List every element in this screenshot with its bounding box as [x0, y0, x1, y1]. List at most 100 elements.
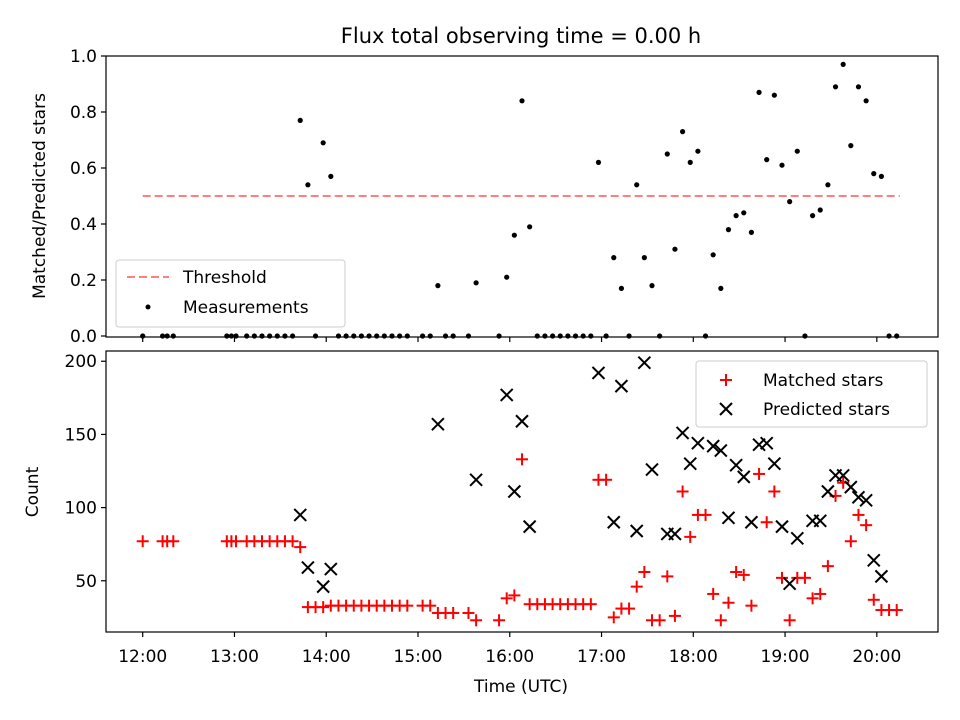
measurement-point [473, 280, 479, 286]
measurement-point [695, 148, 701, 154]
matched-star-point [722, 596, 735, 609]
matched-star-point [424, 599, 437, 612]
measurement-point [725, 227, 732, 233]
matched-star-point [462, 606, 475, 619]
matched-star-point [500, 592, 513, 605]
matched-star-point [607, 611, 620, 624]
measurement-point [855, 84, 862, 90]
predicted-star-point [324, 562, 338, 576]
x-tick-label: 15:00 [394, 647, 443, 667]
predicted-star-point [675, 426, 690, 440]
measurement-point [519, 98, 525, 104]
measurement-point [320, 140, 326, 146]
matched-star-point [806, 592, 819, 605]
predicted-star-point [316, 579, 330, 594]
measurement-point [419, 333, 426, 339]
measurement-point [825, 182, 831, 188]
measurement-point [427, 333, 433, 339]
x-tick-label: 14:00 [302, 647, 351, 667]
measurement-point [634, 182, 640, 188]
matched-star-point [814, 587, 827, 600]
measurement-point [710, 252, 716, 258]
bottom-y-ticks: 50 100 150 200 [65, 352, 106, 592]
measurement-point [641, 255, 647, 261]
measurement-point [886, 333, 892, 339]
matched-star-point [401, 599, 414, 612]
measurement-point [527, 224, 533, 230]
figure-title: Flux total observing time = 0.00 h [341, 24, 701, 48]
bottom-y-axis-label: Count [23, 466, 43, 517]
bottom-legend: Matched stars Predicted stars [695, 360, 928, 428]
matched-star-point [447, 606, 460, 619]
measurement-point [140, 333, 146, 339]
measurement-point [358, 333, 365, 339]
measurement-point [159, 333, 166, 339]
matched-star-point [890, 604, 903, 617]
measurement-point [649, 283, 655, 289]
matched-star-point [493, 614, 506, 627]
x-tick-label: 20:00 [852, 647, 901, 667]
predicted-star-point [767, 456, 782, 471]
measurement-point [787, 199, 793, 205]
top-panel: 0.0 0.2 0.4 0.6 0.8 1.0 Matched/Predicted sta… [30, 47, 939, 347]
top-legend: Threshold Measurements [115, 259, 346, 328]
matched-star-point [860, 519, 873, 532]
predicted-star-point [607, 515, 621, 529]
matched-star-point [844, 535, 857, 548]
predicted-star-point [821, 484, 835, 499]
bottom-panel: 50 100 150 200 12:00 13:00 14:00 15:00 16:00 17:… [23, 350, 939, 667]
bottom-y-tick-label: 200 [65, 352, 97, 372]
matched-star-point [630, 580, 643, 593]
measurement-point [741, 210, 747, 216]
x-tick-label: 19:00 [761, 647, 810, 667]
predicted-star-point [431, 417, 445, 431]
measurement-point [289, 333, 296, 339]
predicted-star-point [629, 524, 644, 538]
measurement-point [381, 333, 387, 339]
measurement-point [894, 333, 900, 339]
measurement-point [657, 333, 663, 339]
measurement-point [702, 333, 709, 339]
predicted-star-point [759, 436, 774, 450]
legend-measurements-swatch [145, 304, 151, 310]
measurement-point [328, 173, 334, 179]
matched-star-point [508, 589, 521, 602]
predicted-star-point [293, 508, 307, 522]
legend-matched-label: Matched stars [763, 371, 883, 391]
matched-star-point [136, 535, 149, 548]
predicted-star-point [683, 456, 697, 471]
measurement-point [840, 61, 846, 67]
measurement-point [511, 232, 517, 238]
top-y-tick-label: 0.0 [70, 327, 97, 347]
measurement-point [335, 333, 342, 339]
matched-star-point [737, 568, 750, 581]
matched-star-point [653, 614, 666, 627]
measurement-point [832, 84, 839, 90]
predicted-star-point [691, 436, 705, 450]
bottom-plot-area [136, 356, 903, 627]
matched-star-point [317, 601, 330, 614]
top-y-tick-label: 0.6 [70, 159, 97, 179]
top-y-tick-label: 0.2 [70, 271, 97, 291]
matched-star-point [230, 535, 242, 548]
measurement-point [224, 333, 230, 339]
legend-matched-swatch [720, 374, 732, 386]
measurement-point [748, 229, 755, 235]
bottom-y-tick-label: 150 [65, 425, 97, 445]
bottom-y-tick-label: 50 [75, 572, 97, 592]
measurement-point [267, 333, 273, 339]
bottom-y-tick-label: 100 [65, 499, 97, 519]
measurement-point [465, 333, 472, 339]
top-y-ticks: 0.0 0.2 0.4 0.6 0.8 1.0 [70, 47, 106, 347]
predicted-star-point [859, 493, 873, 507]
predicted-star-point [813, 514, 827, 528]
predicted-star-point [721, 511, 736, 525]
measurement-point [397, 333, 403, 339]
measurement-point [259, 333, 265, 339]
matched-star-point [470, 614, 483, 627]
matched-star-point [783, 614, 796, 627]
predicted-star-point [851, 490, 866, 505]
measurement-point [848, 143, 854, 149]
top-y-tick-label: 1.0 [70, 47, 97, 67]
